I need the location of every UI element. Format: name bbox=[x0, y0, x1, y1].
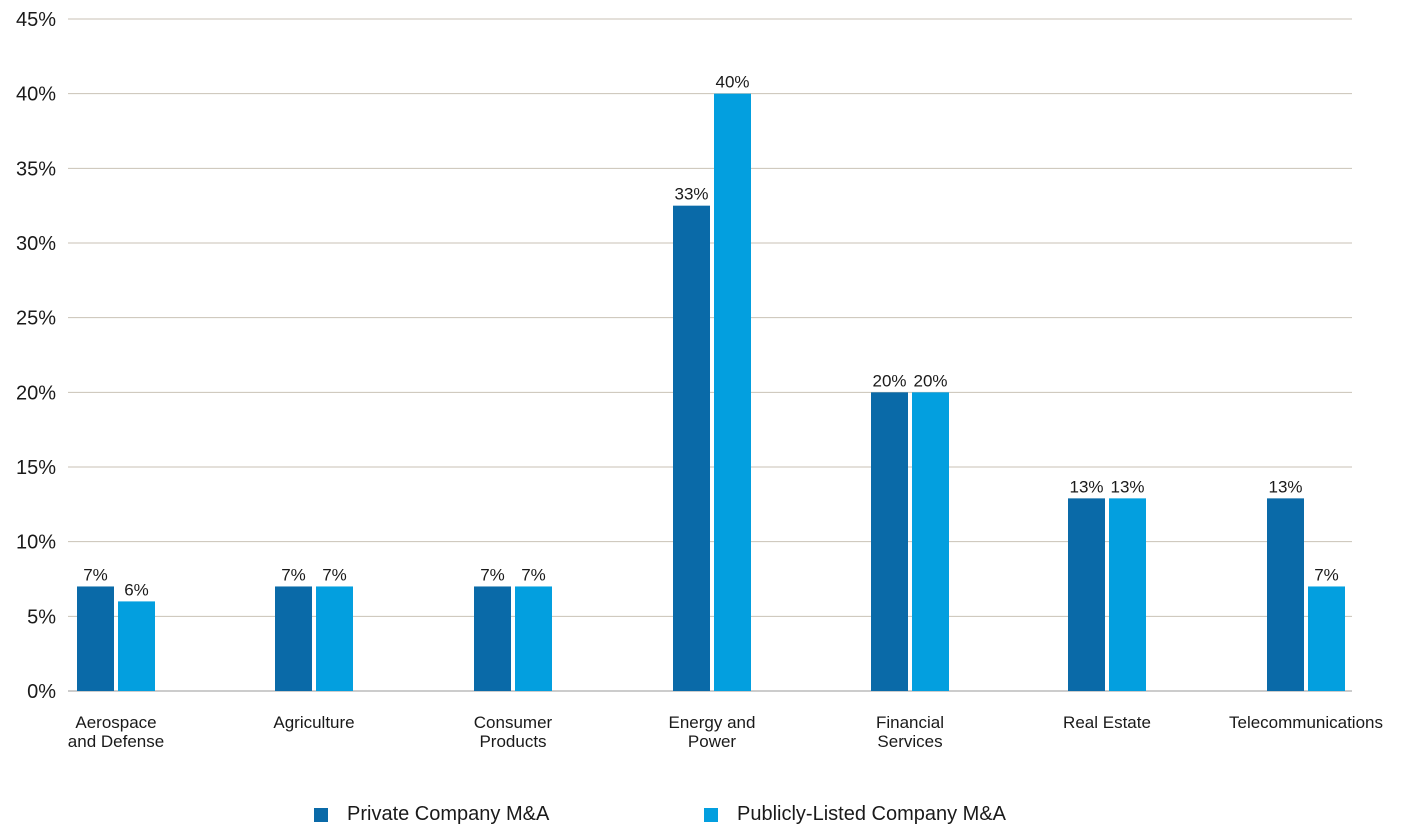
category-label: and Defense bbox=[68, 732, 164, 751]
category-label: Telecommunications bbox=[1229, 713, 1383, 732]
y-tick-label: 5% bbox=[27, 606, 56, 628]
bar bbox=[1068, 498, 1105, 691]
legend-label-private: Private Company M&A bbox=[347, 803, 550, 825]
data-label: 33% bbox=[674, 185, 708, 204]
data-label: 7% bbox=[480, 565, 505, 584]
bar bbox=[1308, 586, 1345, 691]
data-label: 7% bbox=[521, 565, 546, 584]
bar bbox=[1109, 498, 1146, 691]
category-label: Agriculture bbox=[273, 713, 354, 732]
bar bbox=[673, 205, 710, 691]
legend-item-private: Private Company M&A bbox=[314, 803, 549, 826]
data-label: 40% bbox=[715, 73, 749, 92]
data-label: 7% bbox=[1314, 565, 1339, 584]
category-label: Aerospace bbox=[75, 713, 156, 732]
y-tick-label: 10% bbox=[16, 532, 56, 554]
bar bbox=[871, 392, 908, 691]
bar bbox=[912, 392, 949, 691]
data-label: 7% bbox=[322, 565, 347, 584]
bar bbox=[118, 601, 155, 691]
legend-label-public: Publicly-Listed Company M&A bbox=[737, 803, 1006, 825]
y-tick-label: 0% bbox=[27, 681, 56, 703]
data-label: 20% bbox=[872, 371, 906, 390]
y-tick-label: 30% bbox=[16, 233, 56, 255]
data-label: 13% bbox=[1268, 477, 1302, 496]
y-tick-label: 45% bbox=[16, 9, 56, 31]
bar bbox=[515, 586, 552, 691]
bar bbox=[714, 93, 751, 691]
data-label: 13% bbox=[1110, 477, 1144, 496]
bar bbox=[316, 586, 353, 691]
category-label: Energy and bbox=[669, 713, 756, 732]
data-label: 13% bbox=[1069, 477, 1103, 496]
category-label: Power bbox=[688, 732, 737, 751]
category-label: Products bbox=[479, 732, 546, 751]
category-label: Consumer bbox=[474, 713, 553, 732]
bar-chart: 0% 5% 10% 15% 20% 25% 30% 35% 40% 45% 7% 7% 7% 33% 20%… bbox=[16, 9, 1383, 751]
y-tick-label: 20% bbox=[16, 382, 56, 404]
legend-swatch-public bbox=[704, 807, 718, 822]
data-label: 7% bbox=[83, 565, 108, 584]
category-label: Services bbox=[877, 732, 942, 751]
y-tick-label: 40% bbox=[16, 84, 56, 106]
category-label: Real Estate bbox=[1063, 713, 1151, 732]
data-label: 20% bbox=[913, 371, 947, 390]
legend: Private Company M&A Publicly-Listed Comp… bbox=[0, 803, 1417, 833]
bar bbox=[1267, 498, 1304, 691]
data-label: 6% bbox=[124, 580, 149, 599]
legend-swatch-private bbox=[314, 807, 328, 822]
data-label: 7% bbox=[281, 565, 306, 584]
y-tick-label: 25% bbox=[16, 308, 56, 330]
bar bbox=[275, 586, 312, 691]
y-tick-label: 15% bbox=[16, 457, 56, 479]
y-tick-label: 35% bbox=[16, 158, 56, 180]
legend-item-public: Publicly-Listed Company M&A bbox=[704, 803, 1006, 826]
bar bbox=[77, 586, 114, 691]
bar bbox=[474, 586, 511, 691]
category-label: Financial bbox=[876, 713, 944, 732]
